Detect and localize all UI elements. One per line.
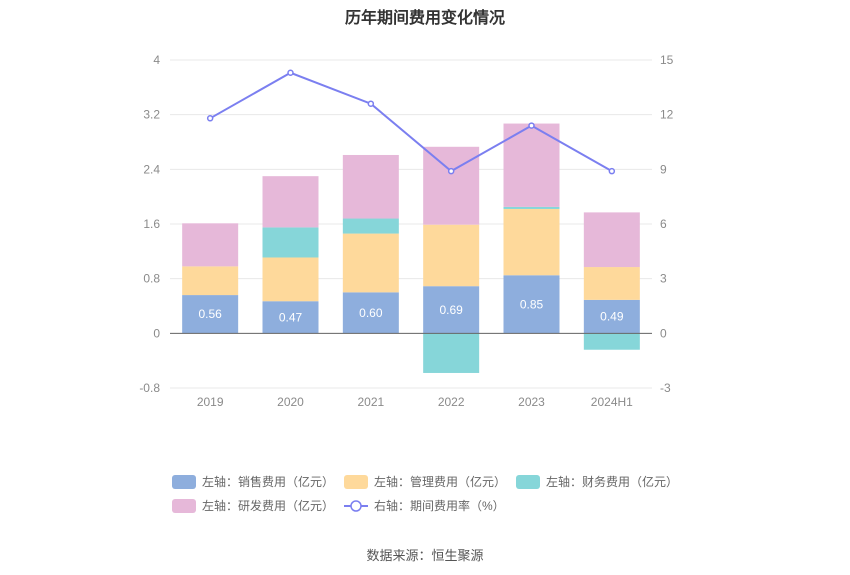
rate-point xyxy=(528,122,535,129)
bar-segment xyxy=(342,218,399,234)
rate-point xyxy=(206,115,214,122)
right-tick-label: 6 xyxy=(660,217,667,231)
bar-segment xyxy=(342,233,399,293)
x-tick-label: 2021 xyxy=(357,395,384,409)
legend-label: 左轴：研发费用（亿元） xyxy=(202,498,334,513)
source-note: 数据来源：恒生聚源 xyxy=(366,548,484,563)
rate-line xyxy=(209,71,613,173)
right-axis: -3 0 3 6 9 12 15 xyxy=(660,53,674,395)
rate-point xyxy=(287,69,294,77)
x-tick-label: 2022 xyxy=(438,395,465,409)
sales-data-label: 0.47 xyxy=(279,310,303,324)
data-labels: 0.56 0.47 0.60 0.69 0.85 0.49 xyxy=(198,297,623,324)
bar-segment xyxy=(182,223,239,267)
bar-segment xyxy=(583,267,640,300)
bar-segment xyxy=(503,208,560,276)
bar-segment xyxy=(423,224,480,287)
chart-title: 历年期间费用变化情况 xyxy=(344,10,505,27)
legend-label: 左轴：财务费用（亿元） xyxy=(546,474,678,489)
right-tick-label: 9 xyxy=(660,162,667,176)
left-tick-label: -0.8 xyxy=(139,381,160,395)
legend-label: 左轴：销售费用（亿元） xyxy=(202,474,334,489)
left-tick-label: 0 xyxy=(153,326,160,340)
bar-series xyxy=(182,123,640,373)
left-tick-label: 0.8 xyxy=(143,272,160,286)
legend-swatch xyxy=(516,475,540,489)
bar-segment xyxy=(182,295,239,334)
right-tick-label: 12 xyxy=(660,108,674,122)
grid-lines xyxy=(170,59,652,389)
left-tick-label: 3.2 xyxy=(143,108,160,122)
legend[interactable]: 左轴：销售费用（亿元） 左轴：管理费用（亿元） 左轴：财务费用（亿元） 左轴：研发费用… xyxy=(172,474,678,513)
bar-segment xyxy=(342,292,399,334)
bar-segment xyxy=(503,206,560,209)
bar-segment xyxy=(423,286,480,334)
rate-point xyxy=(608,167,616,175)
right-tick-label: 0 xyxy=(660,326,667,340)
x-tick-label: 2020 xyxy=(277,395,304,409)
bar-segment xyxy=(262,176,319,228)
sales-data-label: 0.69 xyxy=(439,303,463,317)
legend-swatch xyxy=(172,499,196,513)
x-tick-label: 2019 xyxy=(197,395,224,409)
sales-data-label: 0.60 xyxy=(359,306,383,320)
bar-segment xyxy=(423,146,480,225)
right-tick-label: -3 xyxy=(660,381,671,395)
legend-marker xyxy=(350,500,362,512)
rate-point xyxy=(447,167,455,175)
line-series xyxy=(206,69,616,175)
legend-label: 左轴：管理费用（亿元） xyxy=(374,474,506,489)
sales-data-label: 0.56 xyxy=(198,307,222,321)
legend-label: 右轴：期间费用率（%） xyxy=(374,498,505,513)
bar-segment xyxy=(262,227,319,258)
bar-segment xyxy=(262,257,319,302)
sales-data-label: 0.49 xyxy=(600,310,624,324)
legend-swatch xyxy=(172,475,196,489)
left-tick-label: 1.6 xyxy=(143,217,160,231)
right-tick-label: 3 xyxy=(660,272,667,286)
bar-segment xyxy=(503,275,560,334)
right-tick-label: 15 xyxy=(660,53,674,67)
x-tick-label: 2024H1 xyxy=(591,395,633,409)
left-tick-label: 2.4 xyxy=(143,162,160,176)
left-tick-label: 4 xyxy=(153,53,160,67)
bar-segment xyxy=(182,266,239,296)
bar-segment xyxy=(503,123,560,207)
x-tick-label: 2023 xyxy=(518,395,545,409)
left-axis: -0.8 0 0.8 1.6 2.4 3.2 4 xyxy=(139,53,160,395)
bar-segment xyxy=(583,212,640,268)
bar-segment xyxy=(262,301,319,334)
bar-segment xyxy=(423,333,480,373)
sales-data-label: 0.85 xyxy=(520,297,544,311)
legend-swatch xyxy=(344,475,368,489)
rate-point xyxy=(367,100,375,107)
bar-segment xyxy=(342,154,399,219)
bar-segment xyxy=(583,299,640,334)
x-axis: 2019 2020 2021 2022 2023 2024H1 xyxy=(197,395,633,409)
bar-segment xyxy=(583,333,640,350)
